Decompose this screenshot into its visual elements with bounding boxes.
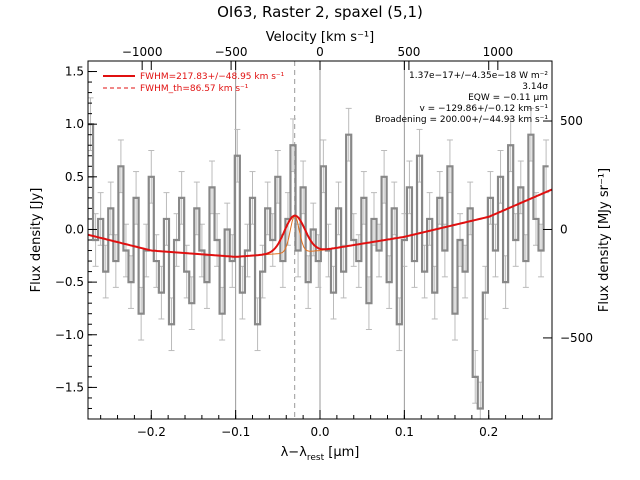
y-tick-label: 0.0 — [65, 222, 84, 236]
y-tick-label: 1.0 — [65, 117, 84, 131]
fit-annotation: Broadening = 200.00+/−44.93 km s⁻¹ — [375, 115, 548, 125]
axes: −0.2 −0.1 0.0 0.1 0.2 −1.5 −1.0 −0.5 0.0 0.5 1.0 1.… — [55, 45, 593, 439]
fit-annotation: 3.14σ — [522, 82, 548, 92]
x-axis-label: λ−λrest [μm] — [281, 445, 360, 463]
x-axis-label-sub: rest — [307, 453, 325, 463]
total-fit-curve — [88, 188, 552, 258]
top-tick-label: 1000 — [483, 45, 514, 59]
legend-label: FWHM=217.83+/−48.95 km s⁻¹ — [140, 72, 285, 82]
right-tick-label: −500 — [560, 331, 593, 345]
top-axis-label: Velocity [km s⁻¹] — [266, 30, 374, 45]
right-tick-label: 500 — [560, 114, 583, 128]
y-axis-left-label: Flux density [Jy] — [29, 188, 44, 293]
right-tick-label: 0 — [560, 222, 568, 236]
legend-label: FWHM_th=86.57 km s⁻¹ — [140, 84, 249, 94]
fit-annotation: 1.37e−17+/−4.35e−18 W m⁻² — [409, 71, 548, 81]
y-tick-label: −1.5 — [55, 380, 84, 394]
top-tick-label: −1000 — [122, 45, 163, 59]
plot-area — [88, 61, 552, 419]
y-tick-label: 1.5 — [65, 65, 84, 79]
y-tick-label: −1.0 — [55, 328, 84, 342]
y-tick-label: −0.5 — [55, 275, 84, 289]
y-axis-right-label: Flux density [MJy sr⁻¹] — [597, 168, 612, 312]
chart-title: OI63, Raster 2, spaxel (5,1) — [217, 3, 423, 21]
x-axis-label-unit: [μm] — [324, 445, 359, 460]
top-tick-label: −500 — [215, 45, 248, 59]
x-tick-label: 0.0 — [310, 425, 329, 439]
legend: FWHM=217.83+/−48.95 km s⁻¹ FWHM_th=86.57 … — [103, 72, 285, 94]
x-tick-label: −0.2 — [137, 425, 166, 439]
x-tick-label: 0.2 — [479, 425, 498, 439]
spectrum-histogram — [88, 123, 549, 410]
top-tick-label: 0 — [316, 45, 324, 59]
fit-annotation: EQW = −0.11 μm — [468, 93, 548, 103]
x-tick-label: 0.1 — [395, 425, 414, 439]
y-tick-label: 0.5 — [65, 170, 84, 184]
x-tick-label: −0.1 — [221, 425, 250, 439]
x-axis-label-main: λ−λ — [281, 445, 308, 460]
fit-annotation: v = −129.86+/−0.12 km s⁻¹ — [419, 104, 548, 114]
top-tick-label: 500 — [397, 45, 420, 59]
